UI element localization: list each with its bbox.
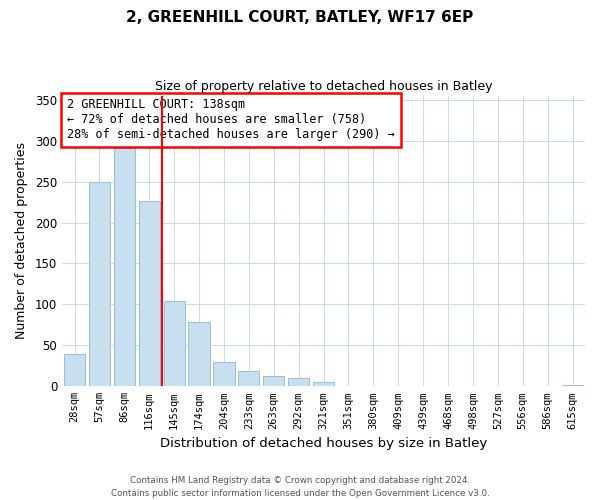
X-axis label: Distribution of detached houses by size in Batley: Distribution of detached houses by size … (160, 437, 487, 450)
Bar (313, 382, 334, 386)
Bar (288, 378, 309, 386)
Bar (139, 201, 160, 386)
Bar (64, 354, 85, 386)
Bar (562, 384, 583, 386)
Bar (114, 148, 135, 386)
Bar (89, 182, 110, 386)
Bar (238, 370, 259, 386)
Title: Size of property relative to detached houses in Batley: Size of property relative to detached ho… (155, 80, 492, 93)
Bar (263, 376, 284, 386)
Bar (164, 301, 185, 386)
Text: 2, GREENHILL COURT, BATLEY, WF17 6EP: 2, GREENHILL COURT, BATLEY, WF17 6EP (127, 10, 473, 25)
Y-axis label: Number of detached properties: Number of detached properties (15, 142, 28, 340)
Bar (188, 322, 209, 386)
Text: Contains HM Land Registry data © Crown copyright and database right 2024.
Contai: Contains HM Land Registry data © Crown c… (110, 476, 490, 498)
Text: 2 GREENHILL COURT: 138sqm
← 72% of detached houses are smaller (758)
28% of semi: 2 GREENHILL COURT: 138sqm ← 72% of detac… (67, 98, 395, 142)
Bar (214, 362, 235, 386)
